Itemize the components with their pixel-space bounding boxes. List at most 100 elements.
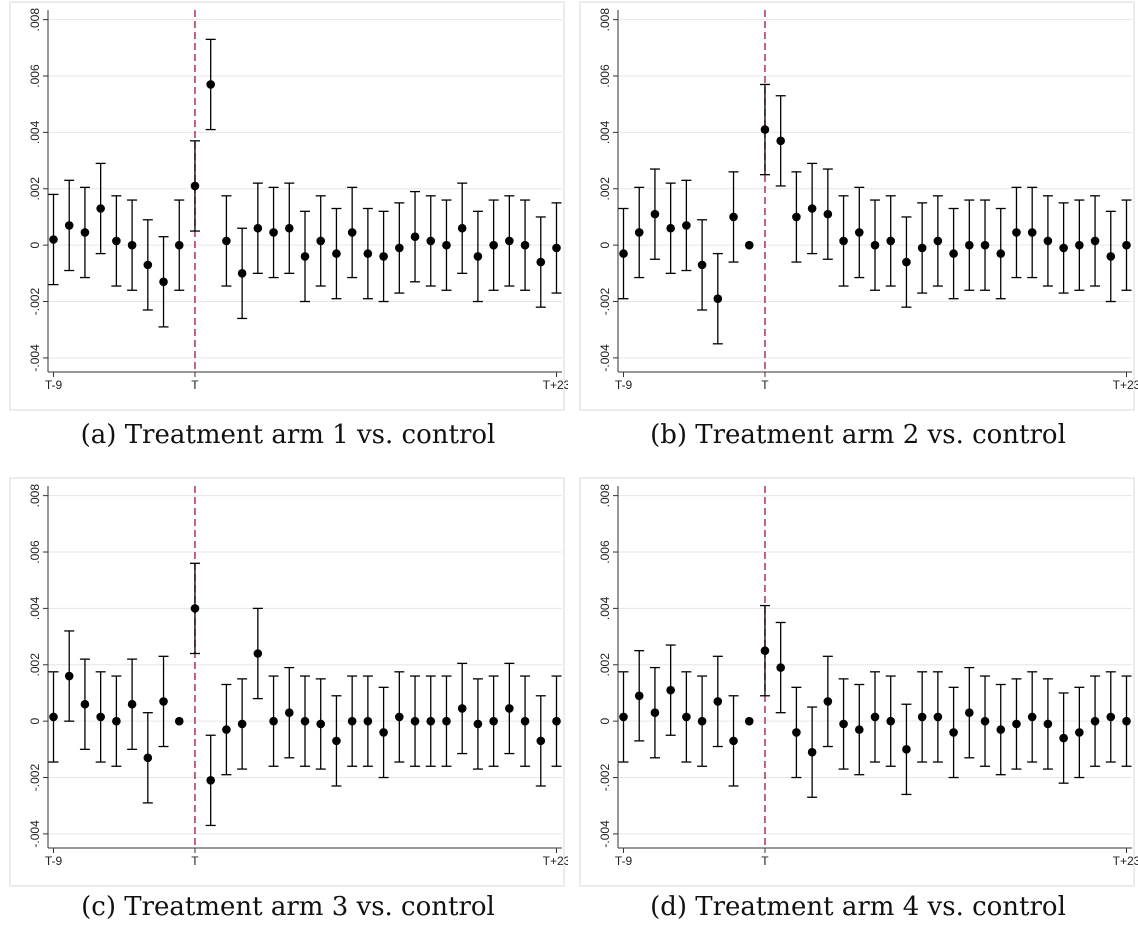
ytick-label-a-6: .008	[28, 8, 42, 32]
point-b-12	[807, 204, 817, 213]
point-b-1	[634, 228, 644, 237]
point-d-19	[917, 712, 927, 722]
ytick-label-c-0: -.004	[28, 820, 42, 848]
point-a-1	[64, 221, 74, 230]
point-a-24	[426, 236, 436, 246]
ytick-label-b-5: .006	[598, 64, 612, 88]
point-b-20	[933, 236, 943, 246]
plot-d: -.004 -.002 0 .002 .004 .006 .008 T-9 T T+23	[579, 477, 1138, 887]
point-d-12	[807, 747, 817, 757]
point-c-29	[505, 704, 514, 713]
point-a-7	[159, 277, 168, 287]
point-c-1	[64, 671, 74, 681]
ytick-label-d-6: .008	[598, 484, 612, 508]
point-b-2	[650, 209, 660, 219]
point-c-27	[473, 719, 483, 729]
chart-panel-d: -.004 -.002 0 .002 .004 .006 .008 T-9 T T+23 (d) …	[578, 476, 1138, 936]
point-c-28	[489, 716, 498, 726]
point-b-25	[1012, 228, 1021, 237]
point-d-0	[619, 712, 628, 722]
ytick-label-b-4: .004	[598, 120, 612, 144]
xtick-label-a-1: T	[191, 378, 199, 392]
point-d-16	[870, 712, 880, 722]
point-c-31	[536, 736, 546, 746]
point-a-28	[489, 240, 498, 250]
point-b-10	[776, 136, 785, 146]
point-d-5	[697, 716, 707, 726]
ytick-label-c-1: -.002	[28, 764, 42, 792]
point-c-24	[426, 716, 436, 726]
point-d-13	[823, 697, 833, 706]
xtick-label-a-2: T+23	[543, 378, 568, 392]
point-a-20	[363, 249, 373, 258]
point-a-6	[143, 260, 153, 270]
point-a-13	[253, 223, 263, 233]
point-d-21	[949, 728, 958, 737]
point-a-11	[222, 236, 231, 246]
point-c-16	[300, 716, 310, 726]
point-b-11	[792, 212, 801, 222]
point-d-25	[1012, 719, 1021, 729]
point-b-29	[1075, 240, 1084, 250]
point-a-17	[316, 236, 326, 246]
point-c-12	[237, 719, 247, 729]
ytick-label-a-0: -.004	[28, 344, 42, 372]
point-b-27	[1043, 236, 1053, 246]
ytick-label-d-2: 0	[598, 717, 612, 724]
point-b-9	[760, 125, 770, 134]
plot-b: -.004 -.002 0 .002 .004 .006 .008 T-9 T T+23	[579, 1, 1138, 411]
point-a-8	[174, 240, 184, 250]
point-c-10	[206, 776, 215, 785]
xtick-label-c-1: T	[191, 854, 199, 868]
ytick-label-a-1: -.002	[28, 288, 42, 316]
plot-a: -.004 -.002 0 .002 .004 .006 .008 T-9 T T+23	[9, 1, 568, 411]
point-a-4	[112, 236, 121, 246]
point-d-27	[1043, 719, 1053, 729]
point-b-14	[839, 236, 848, 246]
caption-c: (c) Treatment arm 3 vs. control	[81, 892, 495, 922]
xtick-label-c-0: T-9	[45, 854, 63, 868]
point-b-24	[996, 249, 1006, 258]
point-c-11	[222, 725, 231, 734]
point-b-22	[965, 240, 974, 250]
point-c-7	[159, 697, 168, 706]
point-a-0	[49, 235, 58, 244]
point-b-6	[713, 294, 723, 304]
point-a-9	[190, 181, 200, 191]
point-c-30	[520, 716, 530, 726]
caption-d: (d) Treatment arm 4 vs. control	[650, 892, 1066, 922]
point-d-20	[933, 712, 943, 722]
point-b-31	[1106, 252, 1116, 261]
xtick-label-b-2: T+23	[1113, 378, 1138, 392]
xtick-label-d-0: T-9	[615, 854, 633, 868]
ytick-label-c-3: .002	[28, 653, 42, 677]
point-d-24	[996, 725, 1006, 734]
point-b-23	[980, 240, 990, 250]
point-c-5	[127, 699, 137, 709]
point-c-25	[442, 716, 451, 726]
point-d-9	[760, 646, 770, 655]
point-a-14	[269, 228, 278, 237]
point-c-0	[49, 712, 58, 722]
point-a-15	[284, 223, 294, 233]
plot-c: -.004 -.002 0 .002 .004 .006 .008 T-9 T T+23	[9, 477, 568, 887]
ytick-label-a-3: .002	[28, 177, 42, 201]
point-d-22	[965, 708, 974, 717]
point-d-18	[902, 745, 911, 754]
xtick-label-d-2: T+23	[1113, 854, 1138, 868]
point-d-14	[839, 719, 848, 729]
point-d-30	[1090, 716, 1100, 726]
xtick-label-a-0: T-9	[45, 378, 63, 392]
point-b-0	[619, 249, 628, 258]
xtick-label-b-1: T	[761, 378, 769, 392]
point-a-30	[520, 240, 530, 250]
point-b-15	[854, 228, 864, 237]
point-d-7	[729, 736, 738, 746]
xtick-label-d-1: T	[761, 854, 769, 868]
point-a-32	[552, 243, 561, 253]
point-c-22	[395, 712, 404, 722]
ytick-label-c-4: .004	[28, 596, 42, 620]
point-c-18	[332, 736, 341, 746]
point-b-8	[744, 240, 754, 250]
point-a-27	[473, 252, 483, 261]
